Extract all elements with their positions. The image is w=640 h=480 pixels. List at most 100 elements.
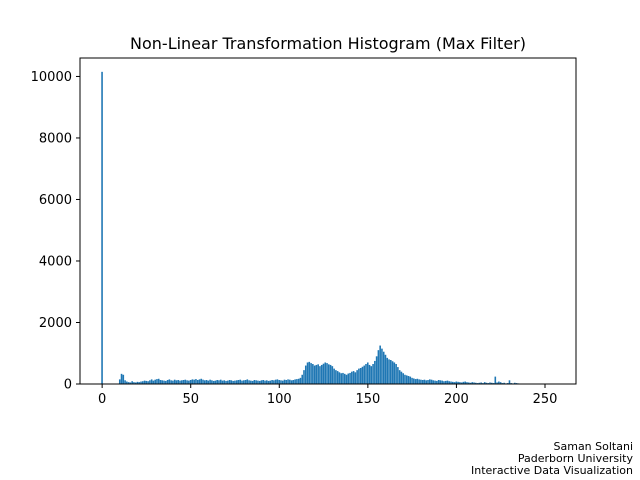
histogram-bar: [420, 379, 422, 384]
histogram-bar: [340, 373, 342, 384]
histogram-bar: [366, 362, 369, 384]
histogram-bar: [262, 380, 265, 384]
histogram-bar: [342, 372, 344, 384]
histogram-bar: [485, 382, 488, 384]
histogram-bar: [331, 366, 334, 384]
histogram-bar: [143, 380, 146, 384]
histogram-bar: [391, 361, 394, 384]
histogram-bar: [173, 379, 176, 384]
histogram-bar: [182, 380, 185, 384]
histogram-bar: [407, 376, 410, 384]
histogram-bar: [421, 380, 424, 384]
histogram-bar: [398, 370, 401, 384]
histogram-bar: [480, 382, 482, 384]
histogram-bar: [212, 380, 215, 384]
histogram-bar: [514, 382, 516, 384]
histogram-bar: [402, 373, 404, 384]
histogram-bar: [230, 380, 233, 384]
histogram-bar: [126, 381, 128, 384]
histogram-bar: [388, 359, 390, 384]
histogram-bar: [363, 365, 366, 384]
histogram-bar: [444, 380, 447, 384]
histogram-bar: [221, 380, 224, 384]
histogram-bar: [322, 363, 325, 384]
histogram-bar: [409, 376, 412, 384]
histogram-bar: [301, 374, 304, 384]
histogram-bar: [198, 379, 201, 384]
y-tick-label: 6000: [39, 193, 72, 208]
y-tick-label: 8000: [39, 131, 72, 146]
chart-axes: 0 50 100 150 200 250 0 2000 4000 6000 8000 10000: [31, 57, 577, 407]
histogram-bar: [428, 379, 431, 384]
histogram-bar: [211, 380, 213, 384]
histogram-bar: [223, 380, 226, 384]
histogram-bar: [404, 374, 406, 384]
histogram-bar: [127, 382, 130, 384]
histogram-bar: [246, 379, 249, 384]
histogram-bar: [312, 364, 314, 384]
histogram-bar: [384, 354, 387, 384]
histogram-bar: [207, 380, 210, 384]
histogram-bar: [225, 380, 227, 384]
histogram-bar: [133, 382, 135, 384]
histogram-bar: [455, 381, 458, 384]
histogram-bar: [453, 382, 456, 384]
histogram-bar: [478, 382, 481, 384]
histogram-bar: [324, 362, 327, 384]
histogram-bar: [469, 382, 472, 384]
histogram-bar: [269, 380, 272, 384]
histogram-bar: [335, 370, 337, 384]
histogram-bar: [439, 380, 442, 384]
histogram-bar: [347, 373, 350, 384]
histogram-bar: [250, 380, 252, 384]
histogram-bar: [508, 380, 511, 384]
histogram-bar: [381, 348, 383, 384]
histogram-bar: [393, 362, 396, 384]
histogram-bar: [294, 379, 296, 384]
histogram-bar: [498, 381, 500, 384]
histogram-bar: [156, 379, 158, 384]
histogram-bar: [483, 382, 486, 384]
histogram-bar: [427, 380, 429, 384]
histogram-bar: [219, 379, 222, 384]
histogram-bar: [228, 380, 231, 384]
chart-title: Non-Linear Transformation Histogram (Max…: [130, 34, 526, 53]
histogram-bar: [202, 379, 204, 384]
histogram-bar: [118, 379, 121, 384]
histogram-bar: [326, 363, 328, 384]
histogram-bar: [333, 368, 335, 384]
histogram-bar: [382, 351, 385, 384]
credit-course: Interactive Data Visualization: [471, 464, 633, 477]
histogram-bar: [267, 380, 270, 384]
histogram-bar: [317, 364, 319, 384]
x-tick-label: 200: [444, 392, 469, 407]
histogram-bar: [131, 381, 133, 384]
histogram-bar: [374, 360, 376, 384]
histogram-bar: [172, 380, 174, 384]
histogram-bar: [395, 364, 397, 384]
histogram-bar: [471, 382, 474, 384]
histogram-bar: [274, 379, 277, 384]
histogram-bar: [489, 382, 491, 384]
histogram-bars: [101, 71, 520, 384]
histogram-bar: [152, 380, 155, 384]
histogram-bar: [320, 364, 323, 384]
histogram-bar: [260, 380, 263, 384]
histogram-bar: [234, 380, 236, 384]
histogram-bar: [386, 357, 389, 384]
histogram-bar: [264, 380, 266, 384]
histogram-bar: [138, 382, 141, 384]
histogram-bar: [239, 379, 242, 384]
histogram-bar: [432, 380, 435, 384]
histogram-bar: [170, 380, 172, 384]
histogram-bar: [290, 380, 293, 384]
histogram-bar: [218, 380, 220, 384]
histogram-bar: [467, 382, 470, 384]
histogram-bar: [161, 380, 164, 384]
histogram-bar: [494, 376, 497, 384]
histogram-bar: [142, 381, 144, 384]
histogram-bar: [457, 381, 459, 384]
histogram-bar: [343, 373, 346, 384]
histogram-bar: [329, 364, 332, 384]
histogram-bar: [496, 382, 498, 384]
